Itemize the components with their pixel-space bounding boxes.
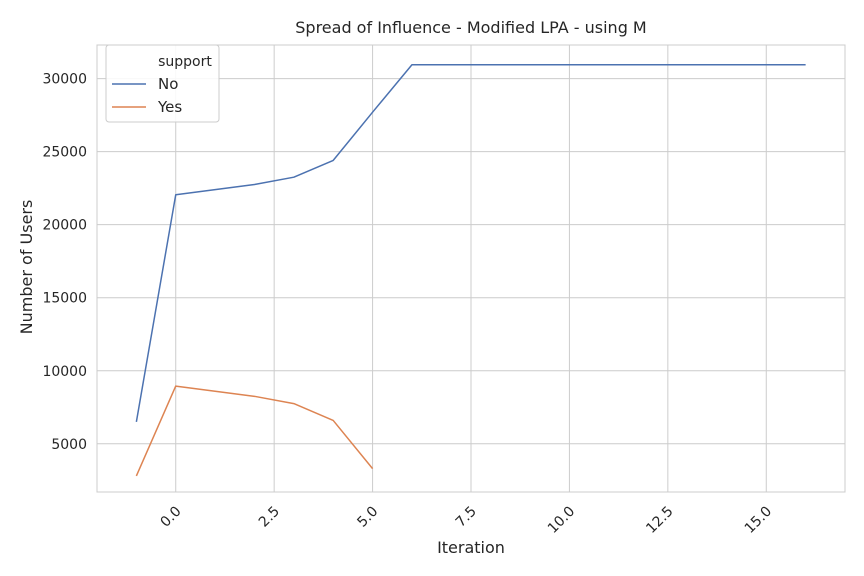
series-line-yes: [135, 385, 374, 477]
y-tick-label: 20000: [42, 218, 87, 234]
legend-label-no: No: [158, 75, 178, 93]
plot-frame: [96, 44, 846, 493]
chart-title: Spread of Influence - Modified LPA - usi…: [295, 18, 646, 37]
y-tick-label: 5000: [51, 437, 87, 453]
y-axis-label: Number of Users: [17, 200, 36, 335]
grid: [97, 45, 845, 492]
series-line-no: [135, 63, 806, 423]
y-tick-label: 15000: [42, 291, 87, 307]
series-layer: [135, 63, 806, 477]
legend-title: support: [158, 54, 212, 70]
y-tick-label: 25000: [42, 145, 87, 161]
y-tick-label: 30000: [42, 72, 87, 88]
legend-box: [105, 44, 220, 123]
y-tick-label: 10000: [42, 364, 87, 380]
y-tick-labels: 5000 10000 15000 20000 25000 30000: [42, 72, 87, 453]
legend: support No Yes: [105, 44, 220, 123]
legend-label-yes: Yes: [157, 98, 182, 116]
x-axis-label: Iteration: [437, 538, 505, 557]
